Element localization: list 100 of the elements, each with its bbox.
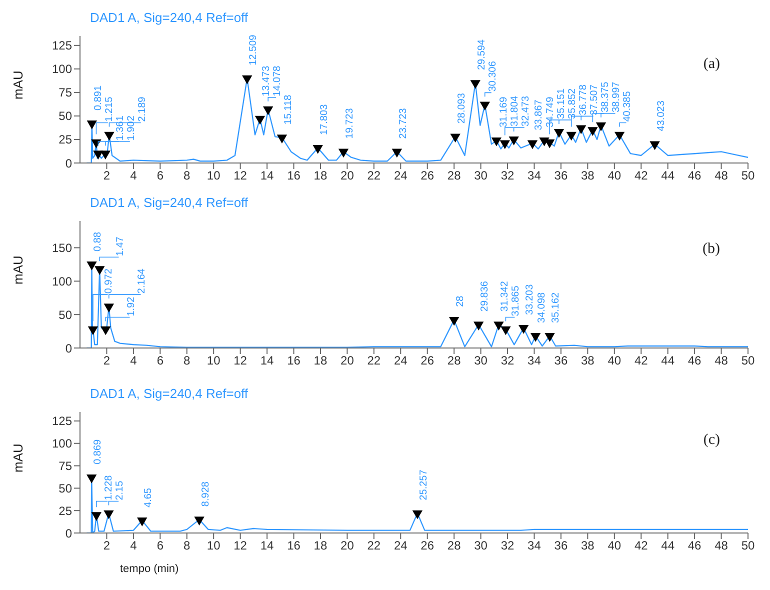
y-tick-label: 125 (52, 414, 72, 428)
chart-title: DAD1 A, Sig=240,4 Ref=off (90, 195, 248, 210)
point (338, 148, 349, 158)
x-tick-label: 26 (420, 538, 434, 553)
annotation: 14.078 (272, 65, 283, 96)
point (566, 132, 576, 141)
point (312, 145, 323, 154)
x-tick-label: 2 (103, 354, 110, 368)
point (94, 266, 105, 276)
x-tick-label: 50 (741, 354, 755, 368)
x-tick-label: 14 (260, 354, 274, 368)
annotation: 2.189 (136, 96, 148, 122)
x-tick-label: 20 (340, 354, 354, 368)
x-tick-label: 18 (314, 168, 328, 183)
x-tick-label: 48 (714, 354, 728, 368)
annotation: 30.306 (487, 60, 498, 92)
y-tick-label: 75 (58, 86, 72, 100)
point (262, 106, 274, 116)
y-tick-label: 100 (52, 62, 72, 76)
x-tick-label: 26 (420, 354, 434, 368)
annotation: 1.902 (126, 115, 137, 141)
annotation: 29.594 (476, 39, 488, 70)
x-tick-label: 42 (634, 168, 648, 183)
point (474, 322, 484, 330)
annotation: 28.093 (456, 92, 468, 124)
x-tick-label: 20 (340, 538, 354, 553)
point (104, 132, 114, 141)
x-tick-label: 46 (688, 354, 702, 368)
x-tick-label: 8 (184, 538, 191, 553)
annotation: 17.803 (318, 104, 330, 135)
point (86, 474, 97, 484)
x-tick-label: 12 (234, 354, 248, 368)
x-tick-label: 22 (367, 168, 381, 183)
annotation: 35.151 (556, 88, 568, 119)
x-tick-label: 46 (688, 168, 702, 183)
point (86, 262, 97, 270)
x-tick-label: 48 (714, 168, 728, 183)
x-tick-label: 6 (156, 168, 164, 183)
annotation: 34.098 (536, 292, 548, 323)
y-axis-title: mAU (10, 256, 26, 284)
point (614, 132, 625, 141)
annotation: (c) (703, 432, 720, 449)
point (254, 116, 266, 125)
annotation: 29.836 (480, 280, 491, 312)
x-tick-label: 10 (206, 168, 221, 183)
x-tick-label: 16 (287, 354, 301, 368)
y-axis-title: mAU (10, 444, 26, 472)
x-axis-title: tempo (min) (120, 563, 179, 575)
x-tick-label: 22 (367, 354, 381, 368)
annotation: 1.228 (104, 474, 115, 500)
annotation: 0.88 (92, 232, 104, 252)
point (650, 141, 660, 150)
annotation: 37.507 (589, 84, 600, 116)
x-tick-label: 24 (394, 168, 408, 183)
annotation: 32.473 (520, 95, 532, 126)
point (508, 136, 519, 146)
y-tick-label: 150 (52, 240, 72, 255)
annotation: 31.169 (498, 96, 510, 128)
x-tick-label: 34 (528, 168, 542, 183)
annotation: 31.804 (509, 95, 520, 126)
x-tick-label: 20 (340, 168, 354, 183)
x-tick-label: 4 (130, 168, 138, 183)
x-tick-label: 26 (420, 168, 434, 183)
point (588, 127, 598, 136)
x-tick-label: 18 (314, 354, 328, 368)
point (500, 140, 510, 150)
x-tick-label: 10 (206, 538, 221, 553)
x-tick-label: 38 (581, 168, 595, 183)
annotation: 0.891 (92, 85, 104, 110)
annotation: 33.203 (524, 284, 536, 315)
annotation: 1.215 (104, 96, 115, 122)
x-tick-label: 40 (608, 538, 622, 553)
annotation: 28 (455, 295, 466, 307)
point (576, 125, 586, 134)
point (91, 512, 102, 521)
point (527, 140, 538, 150)
x-tick-label: 44 (661, 538, 675, 553)
point (480, 102, 490, 111)
x-tick-label: 30 (474, 354, 488, 368)
point (500, 326, 511, 336)
annotation: 31.342 (500, 280, 511, 312)
y-tick-label: 125 (52, 38, 72, 53)
annotation: 4.65 (143, 488, 154, 508)
y-axis-title: mAU (10, 70, 26, 100)
y-tick-label: 100 (52, 436, 72, 451)
annotation: 36.778 (578, 84, 590, 116)
point (530, 333, 541, 342)
annotation: 31.865 (510, 285, 522, 316)
annotation: 38.375 (600, 81, 612, 112)
annotation: 33.867 (533, 99, 544, 130)
x-tick-label: 10 (206, 354, 221, 368)
x-tick-label: 8 (184, 168, 191, 183)
annotation: 23.723 (398, 108, 409, 139)
point (518, 325, 529, 334)
point (412, 510, 423, 520)
x-tick-label: 28 (447, 538, 462, 553)
point (91, 139, 102, 148)
annotation: 2.15 (114, 480, 126, 500)
x-tick-label: 18 (314, 538, 328, 553)
x-tick-label: 12 (234, 168, 248, 183)
